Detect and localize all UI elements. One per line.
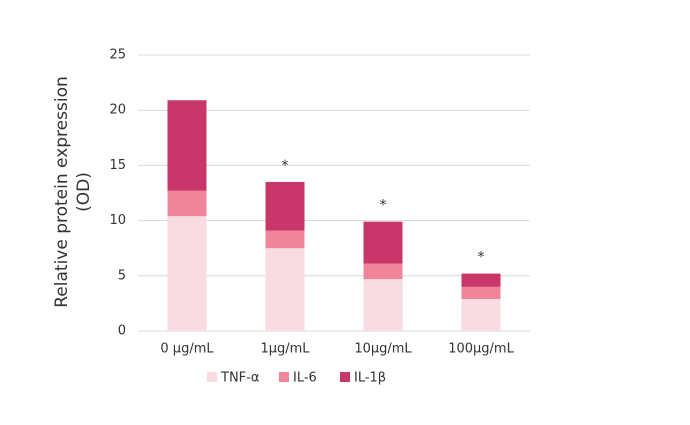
bar-segment (265, 181, 305, 231)
bar-segment (265, 230, 305, 249)
bar-segment (167, 216, 207, 331)
y-tick-label: 0 (118, 324, 126, 339)
legend-label: TNF-α (220, 371, 259, 386)
bar-segment (363, 279, 403, 331)
y-tick-label: 5 (118, 268, 126, 283)
bar-segment (167, 100, 207, 191)
legend-swatch (279, 372, 289, 382)
x-tick-label: 100µg/mL (448, 342, 514, 357)
legend-label: IL-6 (293, 371, 317, 386)
y-tick-label: 15 (109, 158, 126, 173)
bar-segment (461, 298, 501, 331)
annotation: * (282, 158, 289, 174)
y-tick-label: 20 (109, 103, 126, 118)
legend-swatch (340, 372, 350, 382)
annotation: * (380, 198, 387, 214)
y-tick-label: 25 (109, 48, 126, 63)
bar-segment (363, 221, 403, 264)
annotation: * (478, 250, 485, 266)
x-tick-label: 10µg/mL (354, 342, 412, 357)
y-tick-label: 10 (109, 213, 126, 228)
bar-segment (265, 248, 305, 331)
legend-label: IL-1β (354, 371, 386, 386)
bar-segment (363, 263, 403, 280)
bar-segment (461, 273, 501, 287)
y-axis-label: Relative protein expression (52, 76, 72, 308)
legend-swatch (207, 372, 217, 382)
bar-segment (167, 190, 207, 217)
bar-segment (461, 286, 501, 299)
x-tick-label: 0 µg/mL (160, 342, 214, 357)
x-tick-label: 1µg/mL (260, 342, 310, 357)
y-axis-label: (OD) (74, 172, 94, 212)
